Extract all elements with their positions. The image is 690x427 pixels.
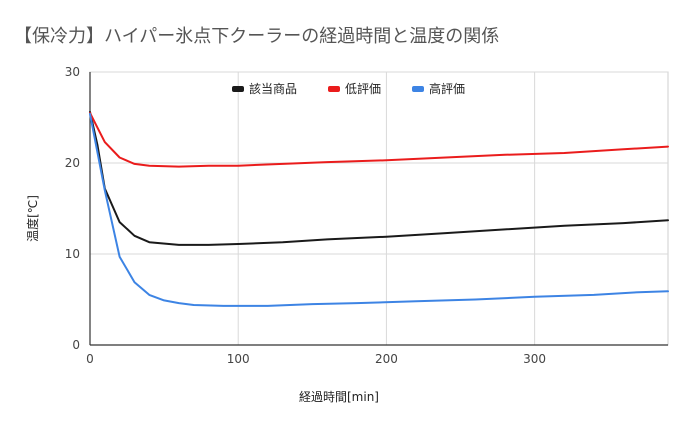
legend-swatch-2 <box>328 86 340 92</box>
series-line-3 <box>89 112 669 307</box>
x-tick-label: 100 <box>227 352 250 366</box>
legend-label-1: 該当商品 <box>249 81 297 96</box>
legend-label-3: 高評価 <box>429 81 465 96</box>
chart-title: 【保冷力】ハイパー氷点下クーラーの経過時間と温度の関係 <box>14 26 500 47</box>
series-line-2 <box>89 112 669 168</box>
legend-swatch-1 <box>232 86 244 92</box>
y-tick-label: 30 <box>65 65 80 79</box>
legend-label-2: 低評価 <box>345 81 381 96</box>
y-tick-label: 0 <box>72 338 80 352</box>
series-line-1 <box>89 111 669 246</box>
y-tick-label: 10 <box>65 247 80 261</box>
x-tick-label: 0 <box>86 352 94 366</box>
plot-border <box>89 71 669 346</box>
x-axis-label: 経過時間[min] <box>299 390 379 404</box>
y-axis-label: 温度[℃] <box>25 195 40 242</box>
y-tick-label: 20 <box>65 156 80 170</box>
x-tick-label: 300 <box>523 352 546 366</box>
x-tick-label: 200 <box>375 352 398 366</box>
legend-swatch-3 <box>412 86 424 92</box>
